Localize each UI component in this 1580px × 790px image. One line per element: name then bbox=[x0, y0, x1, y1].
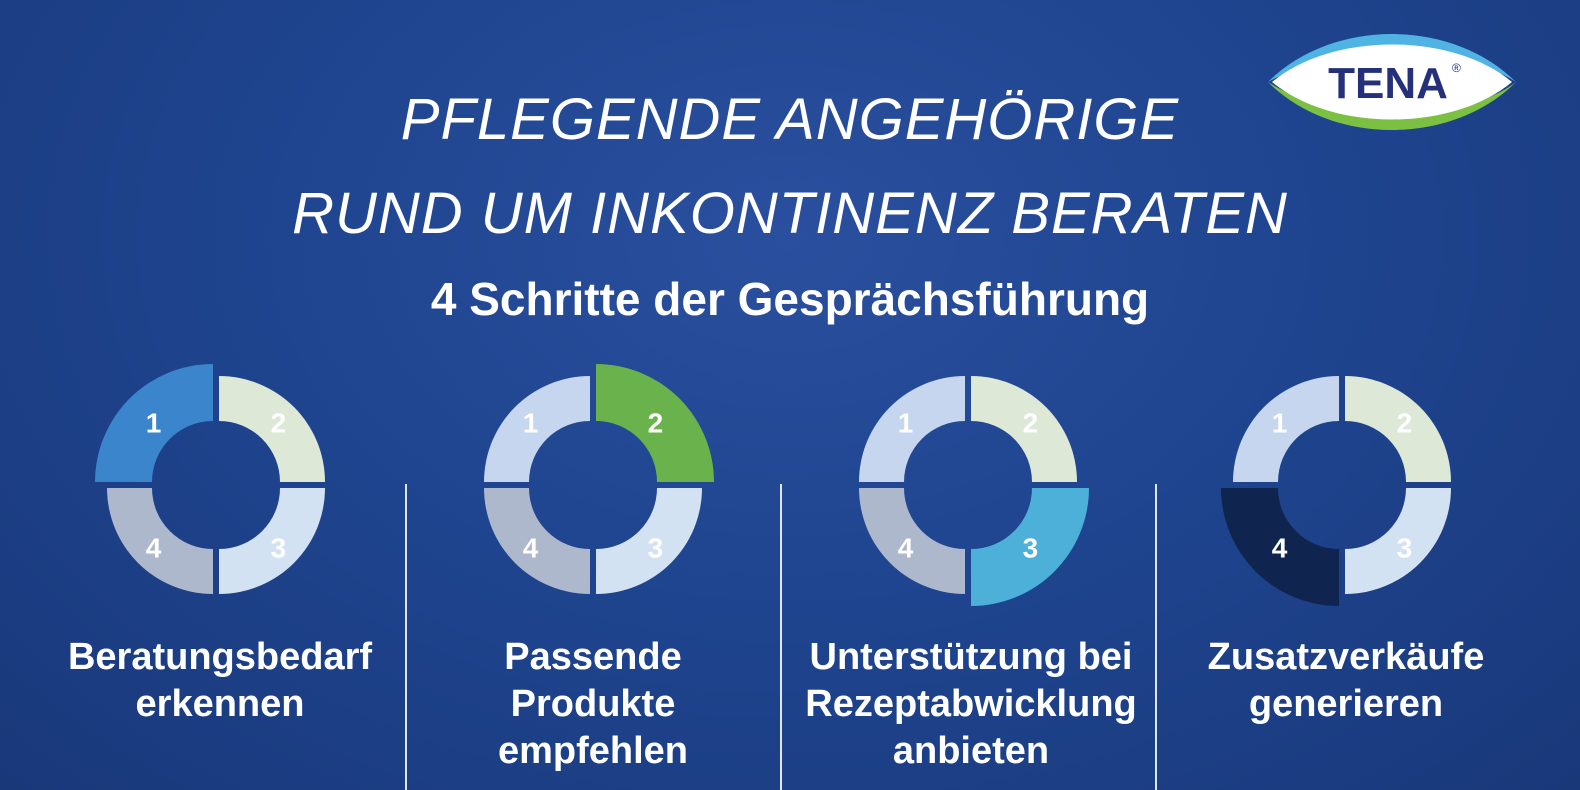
ring-segment-4 bbox=[484, 488, 590, 594]
ring-segment-2 bbox=[219, 376, 325, 482]
headline-line-1: PFLEGENDE ANGEHÖRIGE bbox=[400, 87, 1180, 152]
logo-eye-white-icon bbox=[1272, 44, 1512, 120]
tena-logo: TENA ® bbox=[1262, 28, 1522, 140]
ring-segment-2 bbox=[1345, 376, 1451, 482]
ring-segment-4-active bbox=[1221, 488, 1339, 606]
caption-line: Unterstützung bei bbox=[809, 636, 1133, 678]
step-ring-4: 1 2 3 4 bbox=[1212, 355, 1472, 615]
step-ring-3: 1 2 3 4 bbox=[838, 355, 1098, 615]
ring-segment-1 bbox=[859, 376, 965, 482]
caption-line: Passende bbox=[504, 636, 682, 678]
caption-line: Beratungsbedarf bbox=[67, 636, 373, 678]
headline-line-2: RUND UM INKONTINENZ BERATEN bbox=[292, 181, 1288, 246]
caption-line: empfehlen bbox=[497, 730, 689, 772]
ring-segment-2-active bbox=[596, 364, 714, 482]
step-ring-1: 1 2 3 4 bbox=[86, 355, 346, 615]
ring-segment-number: 4 bbox=[146, 532, 162, 563]
column-divider-1 bbox=[405, 484, 407, 790]
ring-segment-number: 3 bbox=[1397, 532, 1413, 563]
ring-segment-number: 2 bbox=[648, 408, 664, 439]
logo-registered-mark: ® bbox=[1452, 61, 1461, 75]
ring-segment-number: 4 bbox=[1272, 532, 1288, 563]
ring-segment-number: 1 bbox=[1272, 408, 1288, 439]
ring-segment-4 bbox=[859, 488, 965, 594]
step-caption-2: Passende Produkte empfehlen bbox=[403, 634, 783, 775]
logo-wordmark: TENA bbox=[1328, 59, 1448, 108]
column-divider-3 bbox=[1155, 484, 1157, 790]
ring-segment-number: 2 bbox=[271, 408, 287, 439]
step-caption-1: Beratungsbedarf erkennen bbox=[30, 634, 410, 728]
caption-line: erkennen bbox=[135, 683, 305, 725]
ring-segment-number: 2 bbox=[1023, 408, 1039, 439]
ring-segment-1-active bbox=[95, 364, 213, 482]
ring-segment-3 bbox=[219, 488, 325, 594]
ring-segment-3 bbox=[596, 488, 702, 594]
ring-segment-number: 1 bbox=[523, 408, 539, 439]
ring-segment-4 bbox=[107, 488, 213, 594]
ring-segment-number: 2 bbox=[1397, 408, 1413, 439]
ring-segment-2 bbox=[971, 376, 1077, 482]
ring-segment-3 bbox=[1345, 488, 1451, 594]
ring-segment-1 bbox=[1233, 376, 1339, 482]
ring-segment-number: 3 bbox=[648, 532, 664, 563]
step-caption-4: Zusatzverkäufe generieren bbox=[1156, 634, 1536, 728]
logo-swoosh-blue-icon bbox=[1268, 34, 1516, 82]
caption-line: generieren bbox=[1248, 683, 1444, 725]
ring-segment-number: 3 bbox=[1023, 532, 1039, 563]
ring-segment-number: 3 bbox=[271, 532, 287, 563]
caption-line: Zusatzverkäufe bbox=[1207, 636, 1485, 678]
ring-segment-number: 1 bbox=[146, 408, 162, 439]
ring-segment-number: 4 bbox=[523, 532, 539, 563]
caption-line: Produkte bbox=[510, 683, 676, 725]
step-caption-3: Unterstützung bei Rezeptabwicklung anbie… bbox=[781, 634, 1161, 775]
ring-segment-number: 1 bbox=[898, 408, 914, 439]
step-ring-2: 1 2 3 4 bbox=[463, 355, 723, 615]
column-divider-2 bbox=[780, 484, 782, 790]
logo-swoosh-green-icon bbox=[1268, 82, 1516, 130]
caption-line: anbieten bbox=[892, 730, 1050, 772]
ring-segment-number: 4 bbox=[898, 532, 914, 563]
ring-segment-1 bbox=[484, 376, 590, 482]
ring-segment-3-active bbox=[971, 488, 1089, 606]
subtitle: 4 Schritte der Gesprächsführung bbox=[430, 273, 1150, 325]
caption-line: Rezeptabwicklung bbox=[805, 683, 1137, 725]
